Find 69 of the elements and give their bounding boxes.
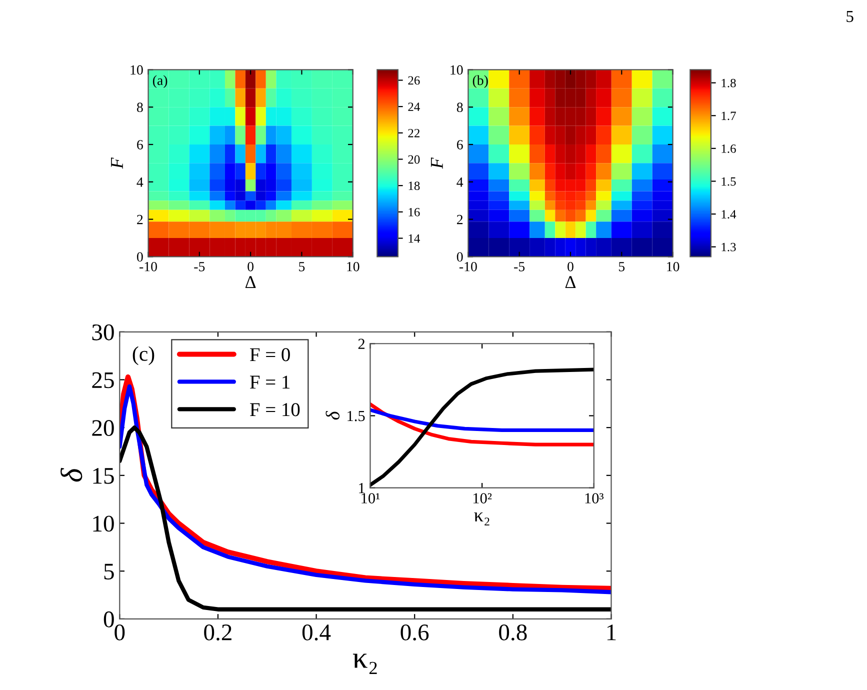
legend-label: F = 0 — [250, 348, 290, 362]
x-tick-label: 10³ — [585, 493, 604, 504]
x-tick-label: 0 — [568, 262, 574, 272]
legend-label: F = 10 — [250, 403, 300, 416]
x-tick-label: 1 — [607, 624, 616, 640]
x-tick-label: -10 — [140, 262, 157, 272]
x-axis-title: κ₂ — [353, 654, 377, 674]
y-tick-label: 0 — [136, 252, 143, 262]
y-tick-label: 10 — [450, 65, 463, 75]
y-tick-label: 1.5 — [348, 410, 365, 422]
annotation: (c) — [132, 346, 154, 366]
y-tick-label: 4 — [136, 178, 144, 187]
y-tick-label: 2 — [358, 338, 365, 349]
x-tick-label: -10 — [459, 262, 477, 272]
x-tick-label: -5 — [194, 262, 205, 272]
color-bar-label: 1.6 — [722, 144, 736, 153]
y-tick-label: 4 — [456, 178, 464, 187]
color-bar-label: 1.8 — [722, 78, 736, 88]
x-axis-title: Δ — [565, 276, 576, 288]
x-tick-label: 0.2 — [204, 624, 232, 641]
x-tick-label: 10² — [473, 493, 492, 504]
x-axis-title: κ₂ — [474, 512, 490, 526]
color-bar-label: 1.7 — [722, 112, 736, 120]
x-tick-label: 0 — [114, 624, 125, 640]
y-tick-label: 20 — [92, 420, 114, 436]
color-bar-label: 20 — [408, 155, 420, 164]
x-tick-label: 10¹ — [362, 493, 380, 504]
y-axis-title: δ — [326, 410, 340, 420]
y-tick-label: 30 — [92, 324, 114, 340]
x-tick-label: 5 — [299, 262, 305, 272]
color-bar-label: 26 — [408, 76, 420, 85]
color-bar-label: 1.3 — [722, 242, 736, 252]
x-tick-label: 5 — [618, 262, 625, 272]
x-tick-label: -5 — [514, 262, 525, 272]
y-tick-label: 6 — [456, 140, 463, 150]
text: 5 — [846, 11, 854, 22]
x-tick-label: 10 — [667, 262, 680, 272]
y-tick-label: 0 — [104, 611, 114, 628]
y-tick-label: 0 — [456, 252, 463, 262]
y-tick-label: 1 — [359, 483, 364, 494]
x-tick-label: 0.8 — [499, 624, 527, 641]
y-axis-title: F — [430, 158, 443, 169]
y-tick-label: 25 — [92, 372, 114, 388]
y-axis-title: F — [111, 158, 123, 169]
x-tick-label: 0 — [248, 262, 254, 272]
y-tick-label: 10 — [130, 65, 143, 75]
color-bar-label: 16 — [408, 208, 420, 216]
y-tick-label: 5 — [104, 564, 114, 580]
x-axis-title: Δ — [245, 276, 256, 288]
color-bar-label: 1.5 — [722, 177, 736, 186]
legend-label: F = 1 — [250, 376, 290, 389]
color-bar-label: 1.4 — [722, 210, 736, 219]
line-series — [120, 425, 612, 612]
color-bar-label: 14 — [408, 234, 420, 243]
y-tick-label: 6 — [137, 140, 143, 150]
annotation: (b) — [472, 75, 488, 88]
y-tick-label: 8 — [456, 102, 463, 112]
y-axis-title: δ — [60, 468, 82, 482]
y-tick-label: 8 — [136, 102, 143, 112]
color-bar-label: 22 — [408, 128, 420, 138]
annotation: (a) — [152, 75, 168, 88]
y-tick-label: 2 — [137, 214, 143, 224]
y-tick-label: 15 — [93, 468, 114, 484]
y-tick-label: 2 — [456, 214, 463, 224]
color-bar-label: 18 — [408, 182, 420, 190]
x-tick-label: 0.4 — [302, 624, 331, 641]
y-tick-label: 10 — [93, 516, 114, 532]
color-bar-label: 24 — [408, 102, 420, 111]
x-tick-label: 0.6 — [400, 624, 429, 641]
